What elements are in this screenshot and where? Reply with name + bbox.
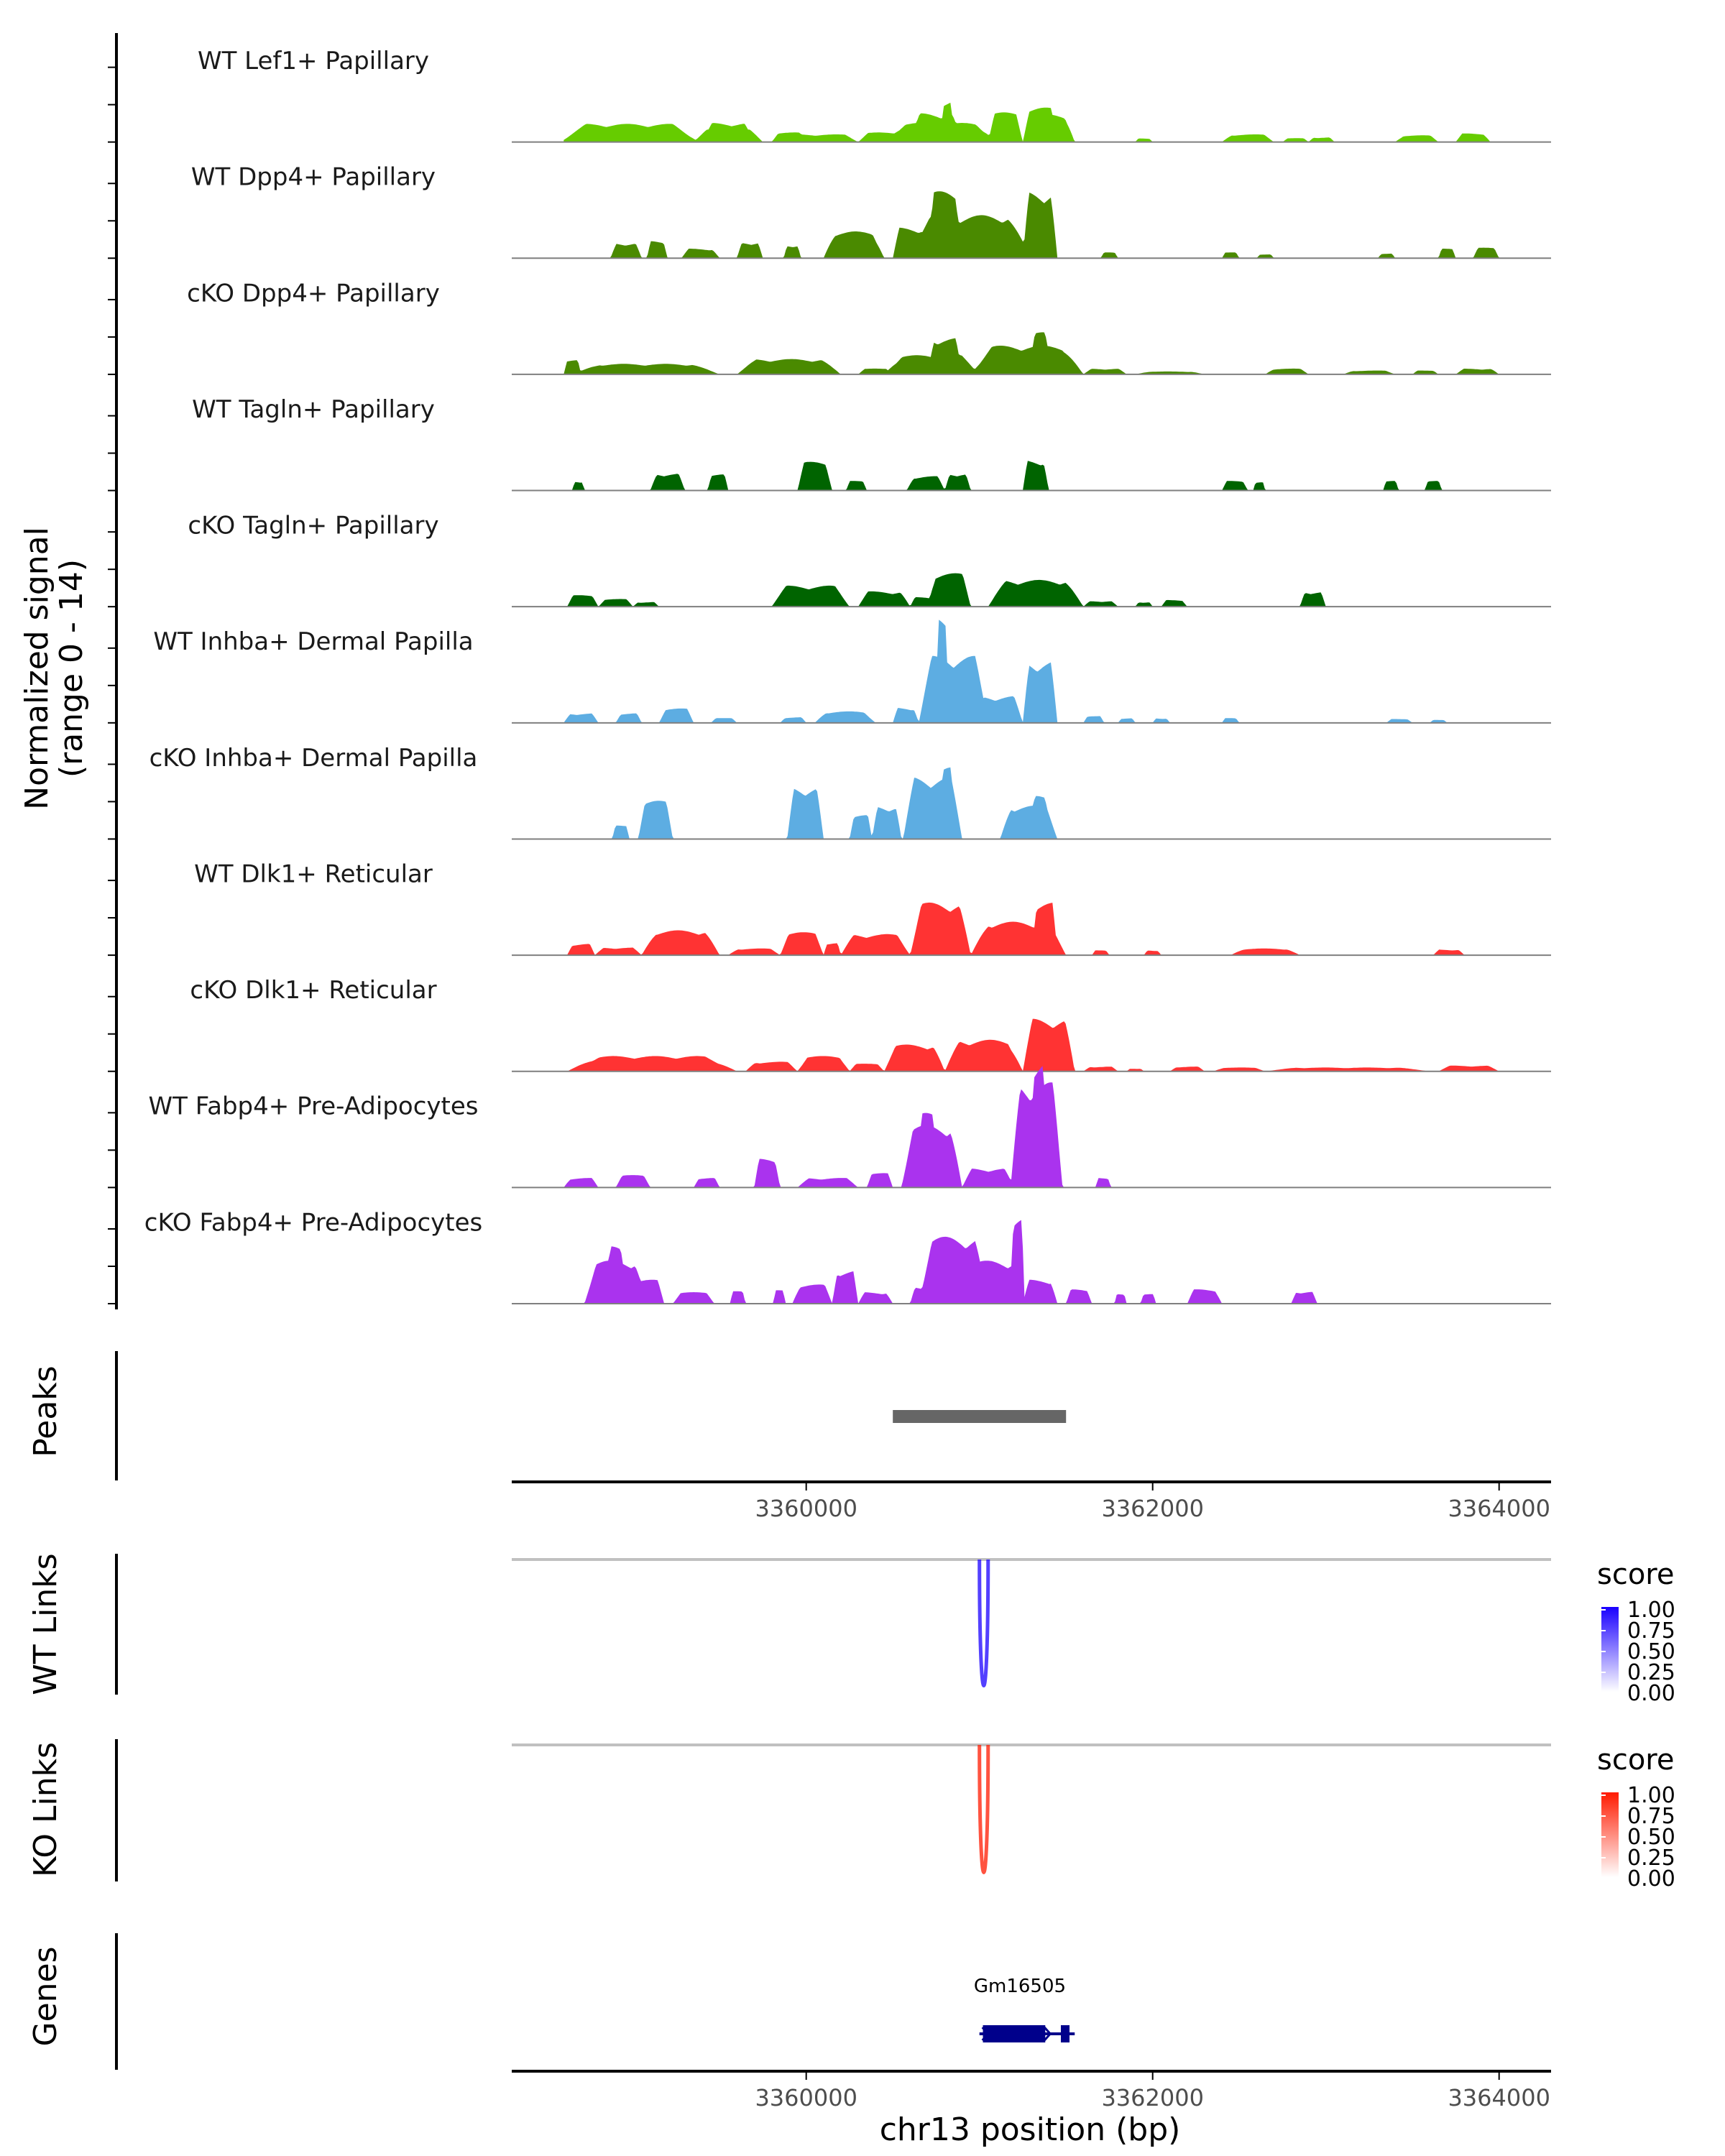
genes-x-tick-label: 3360000 — [755, 2084, 857, 2111]
coverage-y-title-1: Normalized signal — [19, 527, 55, 810]
coverage-area — [564, 573, 1551, 607]
links-legend-title-wt: score — [1597, 1558, 1674, 1591]
coverage-area — [564, 191, 1551, 259]
coverage-panel: WT Lef1+ Papillary WT Dpp4+ Papillary cKO … — [108, 33, 1551, 1309]
gene-exon — [983, 2025, 1046, 2042]
legend-tick-label: 0.00 — [1627, 1681, 1675, 1706]
coverage-area — [564, 902, 1551, 956]
ko-links-y-title: KO Links — [27, 1742, 64, 1877]
track-label: WT Dlk1+ Reticular — [194, 860, 433, 888]
genes-panel: Gm16505 3360000 3362000 3364000 — [115, 1933, 1551, 2111]
genes-x-tick-label: 3362000 — [1101, 2084, 1204, 2111]
coverage-area — [564, 332, 1551, 374]
coverage-area — [564, 461, 1551, 491]
peaks-x-tick-label: 3364000 — [1448, 1495, 1550, 1522]
gene-strand-arrow — [981, 2027, 990, 2041]
track-label: WT Tagln+ Papillary — [192, 395, 435, 424]
legend-tick-label: 0.75 — [1627, 1804, 1675, 1829]
peaks-y-title: Peaks — [27, 1365, 64, 1457]
track-label: cKO Inhba+ Dermal Papilla — [150, 744, 478, 773]
gene-label: Gm16505 — [974, 1976, 1066, 1997]
x-axis-title: chr13 position (bp) — [880, 2111, 1181, 2148]
legend-tick-label: 0.25 — [1627, 1660, 1675, 1685]
track-label: cKO Fabp4+ Pre-Adipocytes — [144, 1208, 483, 1237]
coverage-y-title-2: (range 0 - 14) — [53, 559, 90, 778]
coverage-area — [564, 1066, 1551, 1188]
gene-strand-arrow — [1044, 2027, 1052, 2041]
coverage-area — [564, 1220, 1551, 1304]
links-panels: 1.000.750.500.250.001.000.750.500.250.00 — [115, 1554, 1675, 1892]
coverage-area — [564, 1018, 1551, 1072]
track-label: WT Lef1+ Papillary — [198, 47, 429, 75]
wt-links-y-title: WT Links — [27, 1553, 64, 1695]
track-label: cKO Tagln+ Papillary — [188, 512, 438, 540]
track-label: WT Dpp4+ Papillary — [191, 163, 436, 192]
track-label: cKO Dlk1+ Reticular — [190, 976, 436, 1005]
legend-colorbar — [1601, 1792, 1619, 1877]
link-arc — [978, 1744, 990, 1874]
genes-y-title: Genes — [27, 1946, 64, 2046]
track-label: cKO Dpp4+ Papillary — [187, 279, 440, 308]
legend-tick-label: 1.00 — [1627, 1783, 1675, 1808]
track-label: WT Fabp4+ Pre-Adipocytes — [149, 1092, 479, 1121]
peaks-x-tick-label: 3362000 — [1101, 1495, 1204, 1522]
legend-tick-label: 0.25 — [1627, 1846, 1675, 1871]
coverage-area — [564, 767, 1551, 839]
legend-tick-label: 0.50 — [1627, 1825, 1675, 1850]
legend-tick-label: 1.00 — [1627, 1598, 1675, 1623]
legend-colorbar — [1601, 1607, 1619, 1692]
legend-tick-label: 0.00 — [1627, 1866, 1675, 1892]
peaks-x-tick-label: 3360000 — [755, 1495, 857, 1522]
legend-tick-label: 0.75 — [1627, 1618, 1675, 1644]
gene-exon — [1060, 2025, 1070, 2042]
legend-tick-label: 0.50 — [1627, 1639, 1675, 1664]
genes-x-tick-label: 3364000 — [1448, 2084, 1550, 2111]
peaks-panel: 3360000 3362000 3364000 — [115, 1351, 1551, 1522]
links-legend-title-ko: score — [1597, 1743, 1674, 1777]
peak-region — [893, 1410, 1067, 1423]
coverage-area — [564, 102, 1551, 142]
track-label: WT Inhba+ Dermal Papilla — [153, 627, 473, 656]
coverage-area — [564, 619, 1551, 723]
link-arc — [978, 1559, 990, 1687]
gene-strand-arrow — [1062, 2027, 1071, 2041]
